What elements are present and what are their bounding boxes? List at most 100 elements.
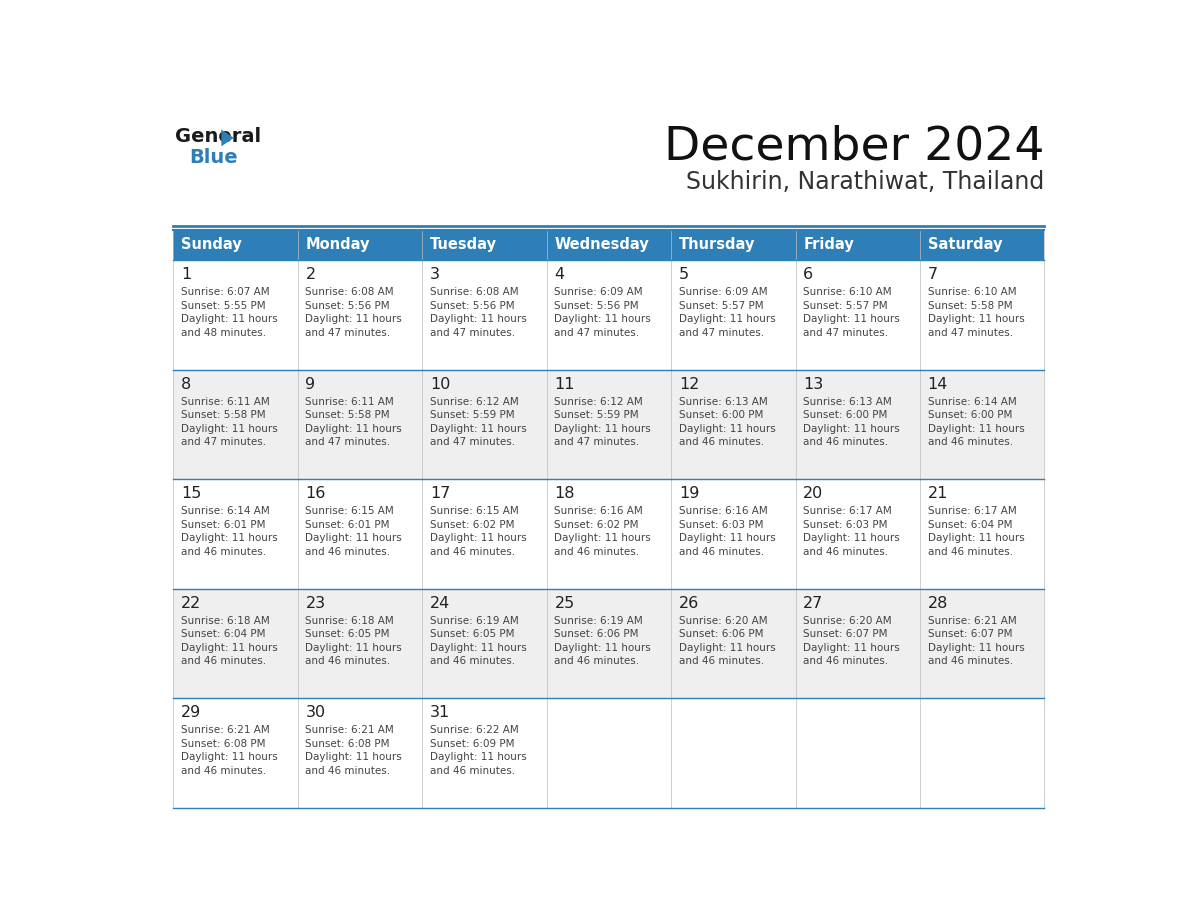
Text: 30: 30: [305, 705, 326, 721]
Text: and 46 minutes.: and 46 minutes.: [555, 547, 639, 556]
Text: 7: 7: [928, 267, 937, 282]
Text: and 46 minutes.: and 46 minutes.: [678, 437, 764, 447]
Text: Daylight: 11 hours: Daylight: 11 hours: [803, 314, 901, 324]
Text: 21: 21: [928, 487, 948, 501]
Text: Sunset: 6:02 PM: Sunset: 6:02 PM: [430, 520, 514, 530]
Text: Sunrise: 6:07 AM: Sunrise: 6:07 AM: [181, 287, 270, 297]
Text: Sunrise: 6:18 AM: Sunrise: 6:18 AM: [181, 616, 270, 626]
Text: Daylight: 11 hours: Daylight: 11 hours: [928, 533, 1024, 543]
Text: and 46 minutes.: and 46 minutes.: [305, 766, 391, 776]
Text: 22: 22: [181, 596, 201, 610]
Text: and 46 minutes.: and 46 minutes.: [803, 437, 889, 447]
Text: and 46 minutes.: and 46 minutes.: [305, 547, 391, 556]
Text: Sunset: 6:07 PM: Sunset: 6:07 PM: [928, 629, 1012, 639]
Text: Sunset: 6:08 PM: Sunset: 6:08 PM: [181, 739, 266, 749]
Text: Sunset: 5:56 PM: Sunset: 5:56 PM: [430, 301, 514, 310]
Text: Sunrise: 6:09 AM: Sunrise: 6:09 AM: [678, 287, 767, 297]
Text: and 46 minutes.: and 46 minutes.: [928, 437, 1013, 447]
Text: Sunrise: 6:11 AM: Sunrise: 6:11 AM: [305, 397, 394, 407]
Text: Sunset: 5:58 PM: Sunset: 5:58 PM: [928, 301, 1012, 310]
Text: and 47 minutes.: and 47 minutes.: [430, 328, 516, 338]
Text: Sunrise: 6:15 AM: Sunrise: 6:15 AM: [430, 506, 519, 516]
Text: Daylight: 11 hours: Daylight: 11 hours: [181, 643, 278, 653]
Text: Sunrise: 6:15 AM: Sunrise: 6:15 AM: [305, 506, 394, 516]
Text: Wednesday: Wednesday: [555, 238, 649, 252]
Text: 9: 9: [305, 376, 316, 392]
Text: Daylight: 11 hours: Daylight: 11 hours: [181, 314, 278, 324]
Text: Daylight: 11 hours: Daylight: 11 hours: [928, 643, 1024, 653]
Text: and 47 minutes.: and 47 minutes.: [181, 437, 266, 447]
Text: Sunrise: 6:12 AM: Sunrise: 6:12 AM: [555, 397, 643, 407]
Text: Sunrise: 6:16 AM: Sunrise: 6:16 AM: [678, 506, 767, 516]
Text: Sunset: 6:04 PM: Sunset: 6:04 PM: [928, 520, 1012, 530]
Text: Sunset: 6:04 PM: Sunset: 6:04 PM: [181, 629, 266, 639]
Text: Daylight: 11 hours: Daylight: 11 hours: [305, 424, 403, 433]
Text: Sunrise: 6:19 AM: Sunrise: 6:19 AM: [555, 616, 643, 626]
Text: 8: 8: [181, 376, 191, 392]
Text: Sunset: 6:06 PM: Sunset: 6:06 PM: [555, 629, 639, 639]
Text: and 46 minutes.: and 46 minutes.: [928, 656, 1013, 666]
Text: and 46 minutes.: and 46 minutes.: [803, 656, 889, 666]
Bar: [173, 588, 1044, 699]
Text: Blue: Blue: [189, 148, 238, 167]
Text: December 2024: December 2024: [664, 124, 1044, 169]
Text: Sunset: 5:57 PM: Sunset: 5:57 PM: [803, 301, 887, 310]
Text: Sunrise: 6:17 AM: Sunrise: 6:17 AM: [803, 506, 892, 516]
Text: Daylight: 11 hours: Daylight: 11 hours: [181, 533, 278, 543]
Text: Sunset: 6:07 PM: Sunset: 6:07 PM: [803, 629, 887, 639]
Text: General: General: [175, 127, 261, 146]
Text: 6: 6: [803, 267, 814, 282]
Text: Daylight: 11 hours: Daylight: 11 hours: [803, 643, 901, 653]
Text: Sunset: 6:05 PM: Sunset: 6:05 PM: [305, 629, 390, 639]
Text: Sunset: 5:58 PM: Sunset: 5:58 PM: [305, 410, 390, 420]
Text: Sukhirin, Narathiwat, Thailand: Sukhirin, Narathiwat, Thailand: [687, 170, 1044, 195]
Text: Sunrise: 6:09 AM: Sunrise: 6:09 AM: [555, 287, 643, 297]
Text: Daylight: 11 hours: Daylight: 11 hours: [305, 752, 403, 762]
Text: Daylight: 11 hours: Daylight: 11 hours: [181, 752, 278, 762]
Text: Sunrise: 6:10 AM: Sunrise: 6:10 AM: [803, 287, 892, 297]
Text: Monday: Monday: [305, 238, 369, 252]
Text: and 47 minutes.: and 47 minutes.: [555, 437, 639, 447]
Text: Sunrise: 6:21 AM: Sunrise: 6:21 AM: [928, 616, 1017, 626]
Bar: [173, 479, 1044, 588]
Bar: [173, 230, 1044, 261]
Text: 16: 16: [305, 487, 326, 501]
Text: Sunset: 6:01 PM: Sunset: 6:01 PM: [305, 520, 390, 530]
Text: and 47 minutes.: and 47 minutes.: [305, 328, 391, 338]
Text: Sunset: 6:03 PM: Sunset: 6:03 PM: [803, 520, 887, 530]
Text: Sunset: 5:55 PM: Sunset: 5:55 PM: [181, 301, 266, 310]
Text: and 47 minutes.: and 47 minutes.: [305, 437, 391, 447]
Text: Sunrise: 6:11 AM: Sunrise: 6:11 AM: [181, 397, 270, 407]
Text: Thursday: Thursday: [678, 238, 756, 252]
Text: Sunrise: 6:21 AM: Sunrise: 6:21 AM: [181, 725, 270, 735]
Text: Sunrise: 6:17 AM: Sunrise: 6:17 AM: [928, 506, 1017, 516]
Text: 2: 2: [305, 267, 316, 282]
Text: Sunrise: 6:08 AM: Sunrise: 6:08 AM: [305, 287, 394, 297]
Text: 14: 14: [928, 376, 948, 392]
Text: Sunset: 5:58 PM: Sunset: 5:58 PM: [181, 410, 266, 420]
Text: Friday: Friday: [803, 238, 854, 252]
Text: Daylight: 11 hours: Daylight: 11 hours: [803, 533, 901, 543]
Text: Sunday: Sunday: [181, 238, 242, 252]
Text: 3: 3: [430, 267, 440, 282]
Text: Daylight: 11 hours: Daylight: 11 hours: [181, 424, 278, 433]
Text: Sunrise: 6:20 AM: Sunrise: 6:20 AM: [803, 616, 892, 626]
Polygon shape: [221, 129, 234, 146]
Text: Sunset: 6:00 PM: Sunset: 6:00 PM: [928, 410, 1012, 420]
Text: and 48 minutes.: and 48 minutes.: [181, 328, 266, 338]
Text: and 46 minutes.: and 46 minutes.: [430, 766, 516, 776]
Text: Sunset: 6:08 PM: Sunset: 6:08 PM: [305, 739, 390, 749]
Text: Saturday: Saturday: [928, 238, 1003, 252]
Text: 28: 28: [928, 596, 948, 610]
Text: 19: 19: [678, 487, 700, 501]
Text: Daylight: 11 hours: Daylight: 11 hours: [678, 424, 776, 433]
Text: Sunset: 5:59 PM: Sunset: 5:59 PM: [555, 410, 639, 420]
Text: 10: 10: [430, 376, 450, 392]
Text: Sunset: 5:56 PM: Sunset: 5:56 PM: [305, 301, 390, 310]
Text: Sunrise: 6:13 AM: Sunrise: 6:13 AM: [678, 397, 767, 407]
Text: Sunrise: 6:12 AM: Sunrise: 6:12 AM: [430, 397, 519, 407]
Text: and 46 minutes.: and 46 minutes.: [430, 547, 516, 556]
Text: Sunset: 6:03 PM: Sunset: 6:03 PM: [678, 520, 764, 530]
Text: and 46 minutes.: and 46 minutes.: [555, 656, 639, 666]
Text: Sunset: 6:06 PM: Sunset: 6:06 PM: [678, 629, 764, 639]
